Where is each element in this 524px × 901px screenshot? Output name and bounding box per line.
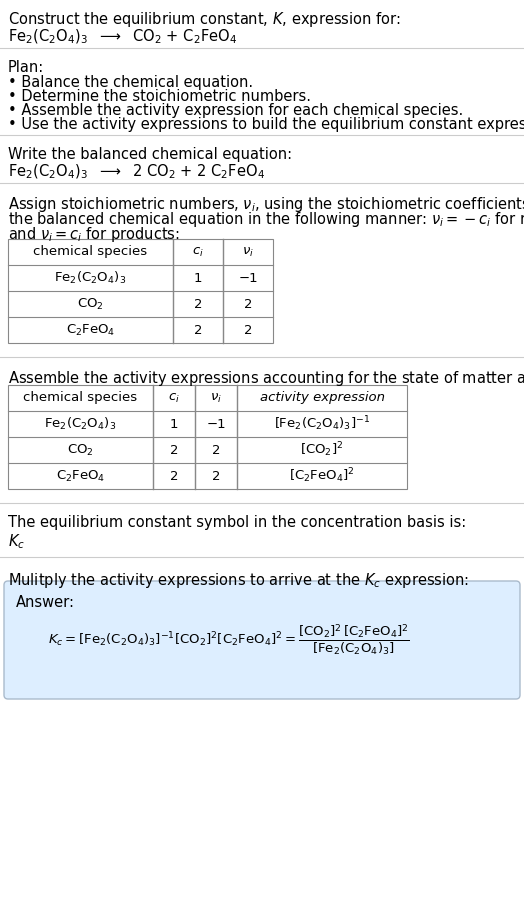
Text: • Use the activity expressions to build the equilibrium constant expression.: • Use the activity expressions to build … bbox=[8, 117, 524, 132]
Text: • Assemble the activity expression for each chemical species.: • Assemble the activity expression for e… bbox=[8, 103, 463, 118]
Text: 2: 2 bbox=[244, 297, 252, 311]
Text: CO$_2$: CO$_2$ bbox=[77, 296, 104, 312]
Text: −1: −1 bbox=[238, 271, 258, 285]
Text: and $\nu_i = c_i$ for products:: and $\nu_i = c_i$ for products: bbox=[8, 225, 180, 244]
Text: Construct the equilibrium constant, $K$, expression for:: Construct the equilibrium constant, $K$,… bbox=[8, 10, 401, 29]
Text: • Balance the chemical equation.: • Balance the chemical equation. bbox=[8, 75, 253, 90]
Text: 1: 1 bbox=[170, 417, 178, 431]
Text: [C$_2$FeO$_4$]$^2$: [C$_2$FeO$_4$]$^2$ bbox=[289, 467, 355, 486]
Text: 2: 2 bbox=[212, 469, 220, 483]
Text: Mulitply the activity expressions to arrive at the $K_c$ expression:: Mulitply the activity expressions to arr… bbox=[8, 571, 469, 590]
Text: chemical species: chemical species bbox=[34, 245, 148, 259]
Bar bbox=[8, 385, 407, 489]
Text: $c_i$: $c_i$ bbox=[192, 245, 204, 259]
Text: the balanced chemical equation in the following manner: $\nu_i = -c_i$ for react: the balanced chemical equation in the fo… bbox=[8, 210, 524, 229]
Text: 2: 2 bbox=[194, 323, 202, 336]
Text: $\nu_i$: $\nu_i$ bbox=[242, 245, 254, 259]
Text: 2: 2 bbox=[170, 443, 178, 457]
Text: 1: 1 bbox=[194, 271, 202, 285]
FancyBboxPatch shape bbox=[4, 581, 520, 699]
Text: activity expression: activity expression bbox=[259, 392, 385, 405]
Text: Fe$_2$(C$_2$O$_4$)$_3$  $\longrightarrow$  2 CO$_2$ + 2 C$_2$FeO$_4$: Fe$_2$(C$_2$O$_4$)$_3$ $\longrightarrow$… bbox=[8, 163, 265, 181]
Bar bbox=[8, 239, 273, 343]
Text: −1: −1 bbox=[206, 417, 226, 431]
Text: Fe$_2$(C$_2$O$_4$)$_3$: Fe$_2$(C$_2$O$_4$)$_3$ bbox=[45, 416, 116, 432]
Text: chemical species: chemical species bbox=[24, 392, 138, 405]
Text: 2: 2 bbox=[194, 297, 202, 311]
Text: Answer:: Answer: bbox=[16, 595, 75, 610]
Text: [CO$_2$]$^2$: [CO$_2$]$^2$ bbox=[300, 441, 344, 460]
Text: Fe$_2$(C$_2$O$_4$)$_3$: Fe$_2$(C$_2$O$_4$)$_3$ bbox=[54, 270, 127, 286]
Text: Assign stoichiometric numbers, $\nu_i$, using the stoichiometric coefficients, $: Assign stoichiometric numbers, $\nu_i$, … bbox=[8, 195, 524, 214]
Text: Plan:: Plan: bbox=[8, 60, 44, 75]
Text: CO$_2$: CO$_2$ bbox=[67, 442, 94, 458]
Text: [Fe$_2$(C$_2$O$_4$)$_3$]$^{-1}$: [Fe$_2$(C$_2$O$_4$)$_3$]$^{-1}$ bbox=[274, 414, 370, 433]
Text: • Determine the stoichiometric numbers.: • Determine the stoichiometric numbers. bbox=[8, 89, 311, 104]
Text: $\nu_i$: $\nu_i$ bbox=[210, 391, 222, 405]
Text: C$_2$FeO$_4$: C$_2$FeO$_4$ bbox=[56, 469, 105, 484]
Text: Fe$_2$(C$_2$O$_4$)$_3$  $\longrightarrow$  CO$_2$ + C$_2$FeO$_4$: Fe$_2$(C$_2$O$_4$)$_3$ $\longrightarrow$… bbox=[8, 28, 237, 46]
Text: $K_c$: $K_c$ bbox=[8, 532, 25, 551]
Text: $c_i$: $c_i$ bbox=[168, 391, 180, 405]
Text: $K_c = [\mathrm{Fe_2(C_2O_4)_3}]^{-1} [\mathrm{CO_2}]^2 [\mathrm{C_2FeO_4}]^2 = : $K_c = [\mathrm{Fe_2(C_2O_4)_3}]^{-1} [\… bbox=[48, 623, 410, 658]
Text: Write the balanced chemical equation:: Write the balanced chemical equation: bbox=[8, 147, 292, 162]
Text: 2: 2 bbox=[170, 469, 178, 483]
Text: The equilibrium constant symbol in the concentration basis is:: The equilibrium constant symbol in the c… bbox=[8, 515, 466, 530]
Text: 2: 2 bbox=[244, 323, 252, 336]
Text: Assemble the activity expressions accounting for the state of matter and $\nu_i$: Assemble the activity expressions accoun… bbox=[8, 369, 524, 388]
Text: 2: 2 bbox=[212, 443, 220, 457]
Text: C$_2$FeO$_4$: C$_2$FeO$_4$ bbox=[66, 323, 115, 338]
